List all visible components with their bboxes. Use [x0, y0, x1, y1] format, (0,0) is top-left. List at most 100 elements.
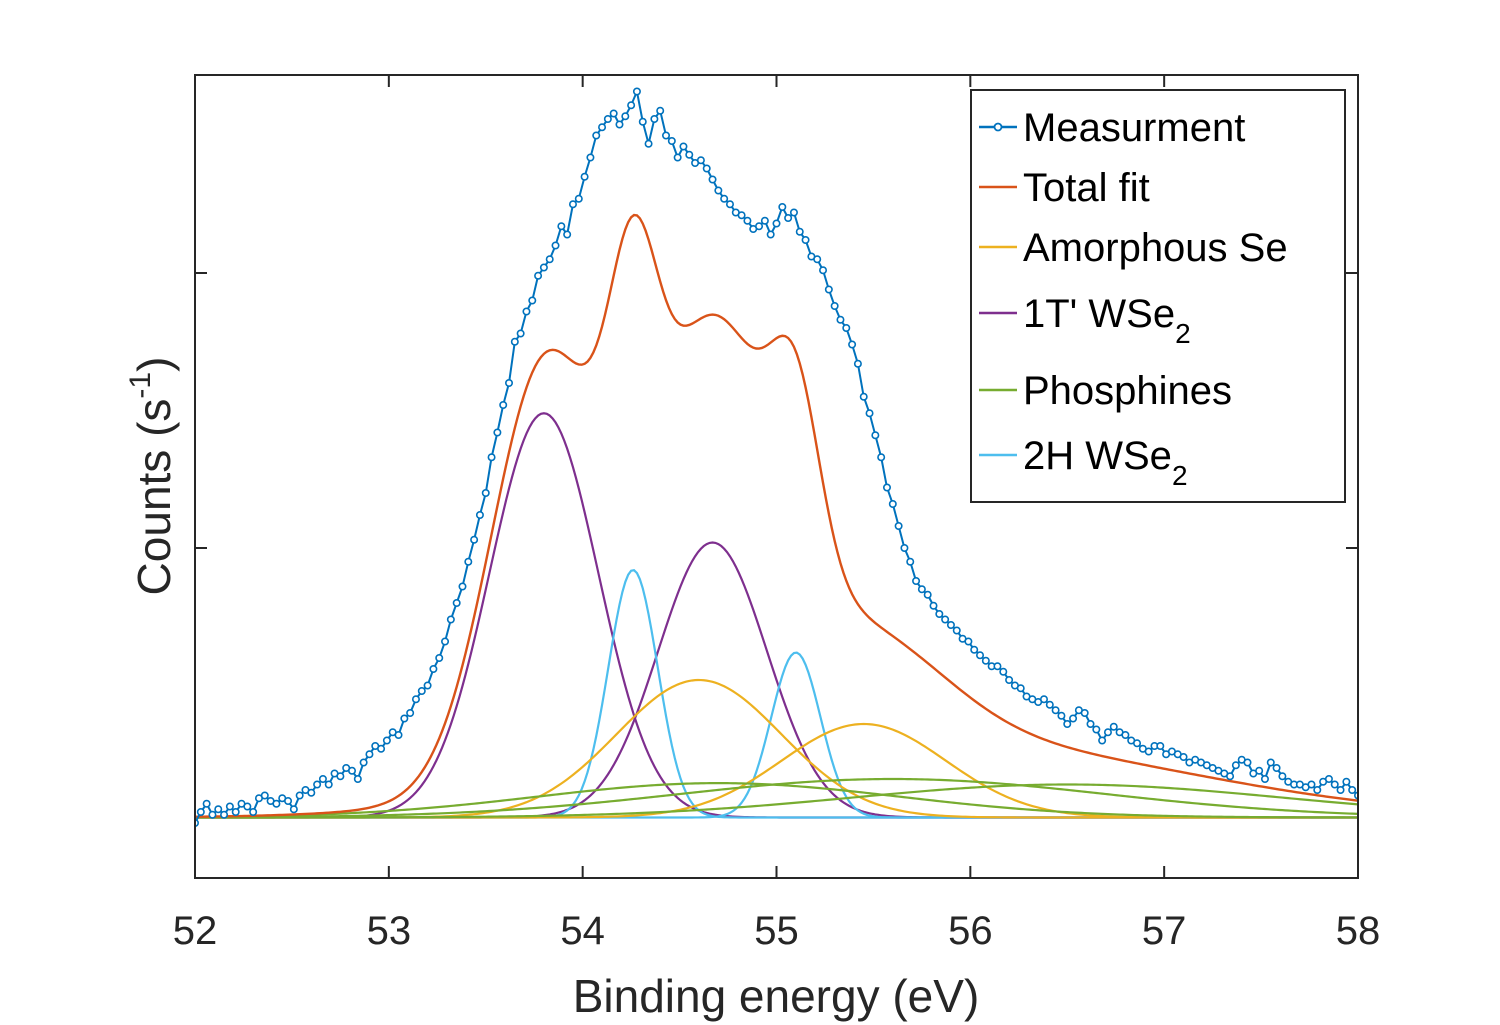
measurement-point [446, 615, 455, 624]
measurement-point [824, 285, 833, 294]
measurement-point [720, 194, 729, 203]
measurement-point [644, 139, 653, 148]
measurement-point [917, 585, 926, 594]
x-tick-label: 54 [560, 909, 605, 953]
measurement-point [1098, 736, 1107, 745]
measurement-point [650, 115, 659, 124]
measurement-point [1133, 739, 1142, 748]
measurement-point [202, 799, 211, 808]
measurement-point [534, 271, 543, 280]
measurement-point [877, 453, 886, 462]
measurement-point [952, 626, 961, 635]
x-tick-label: 58 [1336, 909, 1381, 953]
measurement-point [830, 301, 839, 310]
measurement-point [941, 615, 950, 624]
measurement-point [627, 101, 636, 110]
measurement-point [1330, 780, 1339, 789]
measurement-point [1045, 700, 1054, 709]
measurement-point [435, 653, 444, 662]
measurement-point [714, 186, 723, 195]
measurement-point [196, 807, 205, 816]
measurement-point [603, 115, 612, 124]
legend-label-wse2-2h: 2H WSe2 [1023, 434, 1188, 491]
measurement-point [673, 153, 682, 162]
measurement-point [906, 557, 915, 566]
measurement-point [295, 791, 304, 800]
measurement-point [563, 230, 572, 239]
measurement-point [260, 791, 269, 800]
measurement-point [923, 590, 932, 599]
measurement-point [853, 359, 862, 368]
plot-area [195, 87, 1358, 827]
measurement-point [1226, 772, 1235, 781]
measurement-point [394, 730, 403, 739]
measurement-point [1069, 714, 1078, 723]
axis-ticks: 52 53 54 55 56 57 58 [173, 75, 1381, 953]
x-tick-label: 57 [1142, 909, 1187, 953]
measurement-point [1307, 780, 1316, 789]
measurement-point [1121, 730, 1130, 739]
measurement-point [882, 483, 891, 492]
measurement-point [406, 708, 415, 717]
measurement-point [888, 499, 897, 508]
measurement-point [441, 637, 450, 646]
measurement-point [667, 137, 676, 146]
measurement-point [289, 805, 298, 814]
measurement-point [615, 120, 624, 129]
measurement-point [551, 241, 560, 250]
measurement-point [539, 263, 548, 272]
measurement-point [813, 255, 822, 264]
measurement-point [999, 667, 1008, 676]
measurement-point [353, 774, 362, 783]
measurement-point [505, 378, 514, 387]
measurement-point [981, 656, 990, 665]
measurement-point [1063, 719, 1072, 728]
measurement-point [272, 799, 281, 808]
measurement-point [318, 774, 327, 783]
y-axis-label-exponent: -1 [124, 372, 157, 399]
measurement-point [1313, 785, 1322, 794]
measurement-point [1179, 752, 1188, 761]
measurement-point [900, 543, 909, 552]
measurement-point [557, 222, 566, 231]
measurement-point [307, 788, 316, 797]
measurement-point [243, 802, 252, 811]
measurement-point [470, 535, 479, 544]
measurement-point [1278, 772, 1287, 781]
legend-label-measurement: Measurment [1023, 106, 1245, 150]
measurement-point [400, 714, 409, 723]
measurement-point [1266, 758, 1275, 767]
measurement-point [1109, 722, 1118, 731]
x-axis-label: Binding energy (eV) [573, 970, 980, 1022]
measurement-point [1103, 728, 1112, 737]
x-tick-label: 53 [367, 909, 412, 953]
measurement-point [766, 230, 775, 239]
measurement-point [586, 153, 595, 162]
measurement-point [598, 123, 607, 132]
measurement-point [510, 337, 519, 346]
measurement-point [865, 409, 874, 418]
legend-box [970, 89, 1346, 503]
measurement-point [382, 736, 391, 745]
measurement-point [336, 772, 345, 781]
measurement-point [795, 227, 804, 236]
measurement-point [1156, 741, 1165, 750]
phosphines-component-3 [195, 783, 1358, 819]
measurement-point [1260, 774, 1269, 783]
measurement-point [1080, 708, 1089, 717]
measurement-point [871, 431, 880, 440]
measurement-point [1348, 785, 1357, 794]
phosphines-component-2 [195, 777, 1358, 819]
measurement-point [755, 222, 764, 231]
measurement-point [935, 609, 944, 618]
total-fit-line [195, 213, 1358, 818]
measurement-point [487, 453, 496, 462]
measurement-point [499, 400, 508, 409]
measurement-point [592, 131, 601, 140]
measurement-point [475, 510, 484, 519]
measurement-point [365, 750, 374, 759]
measurement-point [679, 142, 688, 151]
measurement-point [481, 488, 490, 497]
measurement-point [1039, 695, 1048, 704]
measurement-point [784, 214, 793, 223]
